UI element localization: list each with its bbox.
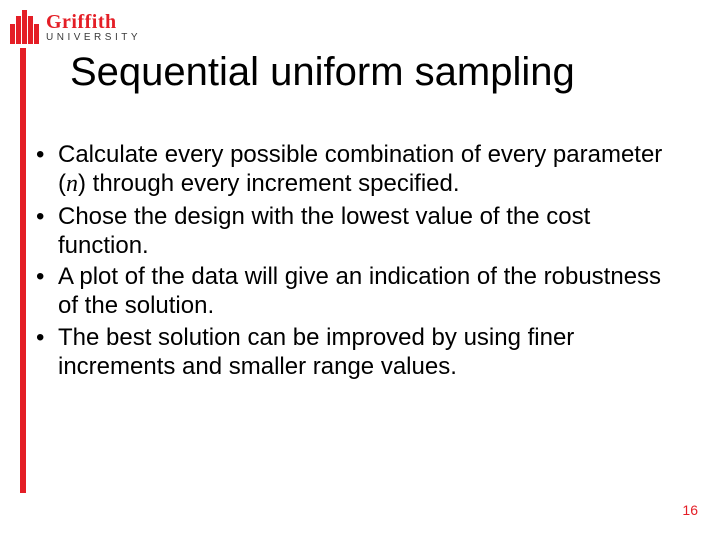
bullet-list: Calculate every possible combination of … bbox=[30, 140, 680, 383]
brand-text: Griffith UNIVERSITY bbox=[46, 12, 141, 43]
bullet-text: A plot of the data will give an indicati… bbox=[58, 263, 661, 319]
brand-subtitle: UNIVERSITY bbox=[46, 33, 141, 43]
accent-bar bbox=[20, 48, 26, 493]
brand-logo: Griffith UNIVERSITY bbox=[10, 6, 190, 48]
page-number: 16 bbox=[682, 502, 698, 518]
slide: Griffith UNIVERSITY Sequential uniform s… bbox=[0, 0, 720, 540]
list-item: The best solution can be improved by usi… bbox=[30, 323, 680, 382]
bullet-text: Chose the design with the lowest value o… bbox=[58, 203, 590, 259]
list-item: A plot of the data will give an indicati… bbox=[30, 262, 680, 321]
page-title: Sequential uniform sampling bbox=[70, 50, 575, 95]
list-item: Calculate every possible combination of … bbox=[30, 140, 680, 200]
bullet-text: ) through every increment specified. bbox=[78, 170, 460, 197]
brand-name: Griffith bbox=[46, 12, 141, 32]
griffith-bars-icon bbox=[10, 10, 40, 44]
bullet-text-n: n bbox=[66, 171, 78, 197]
bullet-text: The best solution can be improved by usi… bbox=[58, 324, 574, 380]
list-item: Chose the design with the lowest value o… bbox=[30, 202, 680, 261]
